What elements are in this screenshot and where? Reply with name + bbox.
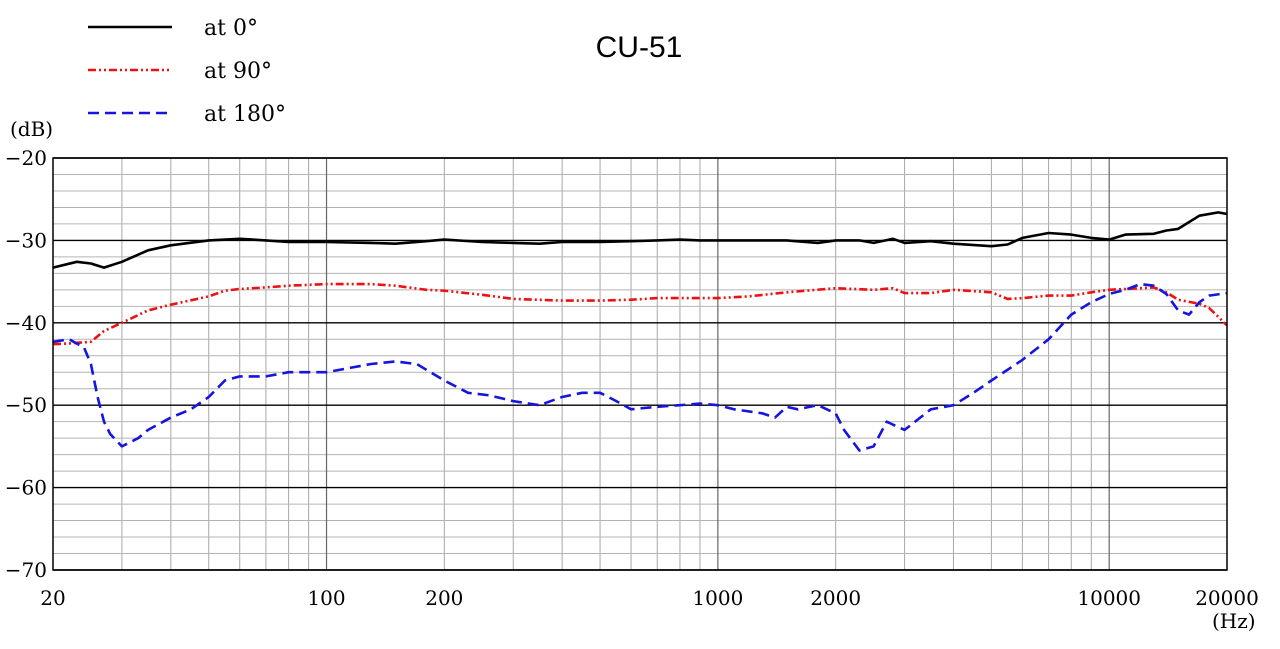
legend-label-1: at 90° (204, 59, 272, 84)
series-line-0 (52, 211, 1228, 269)
minor-grid (52, 158, 1228, 570)
legend-label-0: at 0° (204, 16, 258, 41)
series-layer (52, 211, 1228, 452)
series-line-1 (52, 282, 1228, 346)
legend: at 0° at 90° at 180° (88, 16, 286, 127)
plot-frame (52, 157, 1228, 571)
y-tick-labels: −20 −30 −40 −50 −60 −70 (5, 146, 47, 582)
x-tick-label: 20000 (1195, 586, 1259, 610)
x-tick-labels: 20 100 200 1000 2000 10000 20000 (40, 586, 1259, 610)
y-tick-label: −50 (5, 393, 47, 417)
x-tick-label: 2000 (810, 586, 861, 610)
series-line-2 (52, 282, 1228, 452)
x-axis-unit-label: (Hz) (1212, 609, 1256, 633)
x-tick-label: 10000 (1077, 586, 1141, 610)
chart-title: CU-51 (596, 31, 683, 64)
legend-label-2: at 180° (204, 102, 286, 127)
y-axis-unit-label: (dB) (10, 117, 53, 141)
x-tick-label: 200 (425, 586, 463, 610)
y-tick-label: −70 (5, 558, 47, 582)
y-tick-label: −20 (5, 146, 47, 170)
x-tick-label: 1000 (692, 586, 743, 610)
x-tick-label: 20 (40, 586, 65, 610)
y-tick-label: −60 (5, 476, 47, 500)
y-tick-label: −30 (5, 228, 47, 252)
x-tick-label: 100 (307, 586, 345, 610)
y-tick-label: −40 (5, 311, 47, 335)
